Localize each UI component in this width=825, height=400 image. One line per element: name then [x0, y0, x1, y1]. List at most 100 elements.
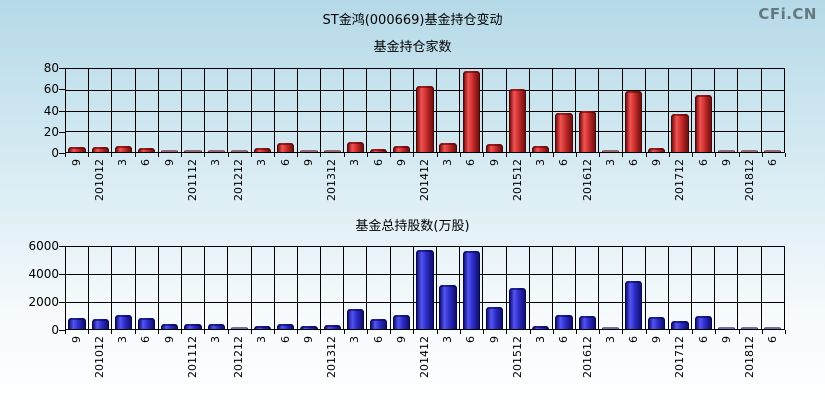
- x-tick-label: 201412: [418, 159, 431, 201]
- cfi-watermark: CFi.CN: [758, 5, 817, 23]
- x-tick-label: 201112: [185, 159, 199, 201]
- y-tick-label: 60: [43, 82, 59, 97]
- grid-cell: [89, 69, 113, 152]
- grid-cell: [344, 247, 368, 329]
- x-tick-label: 201812: [743, 159, 757, 201]
- x-tick: [761, 153, 763, 157]
- grid-cell: [159, 247, 182, 329]
- bar: [91, 319, 109, 329]
- grid-cell: [89, 247, 113, 329]
- bar: [346, 141, 364, 152]
- bar: [462, 251, 480, 329]
- x-tick-label: 9: [394, 159, 408, 166]
- x-tick-label: 3: [116, 336, 130, 343]
- y-tick: [59, 68, 65, 69]
- x-tick: [227, 330, 229, 334]
- bar: [161, 149, 179, 152]
- grid-cell: [228, 247, 252, 329]
- x-tick: [645, 153, 647, 157]
- x-tick-label: 201812: [743, 336, 757, 378]
- bar: [207, 150, 225, 152]
- bar: [300, 325, 318, 329]
- bar: [138, 318, 156, 329]
- bar: [694, 94, 712, 152]
- x-tick-label: 9: [719, 336, 733, 343]
- x-tick-label: 6: [371, 336, 385, 343]
- x-tick: [181, 153, 183, 157]
- bar: [253, 147, 272, 152]
- bar: [694, 316, 712, 329]
- y-tick-label: 40: [43, 103, 59, 118]
- x-tick-label: 201512: [510, 159, 524, 201]
- x-tick: [459, 153, 461, 157]
- x-tick: [785, 153, 786, 157]
- x-tick: [65, 153, 66, 157]
- x-tick: [483, 330, 485, 334]
- x-tick-label: 201012: [92, 336, 106, 378]
- grid-cell: [483, 69, 507, 152]
- bar: [114, 315, 133, 329]
- x-tick: [366, 330, 368, 334]
- x-tick-label: 6: [139, 336, 153, 343]
- x-tick-label: 9: [650, 336, 664, 343]
- x-tick-label: 6: [557, 159, 571, 166]
- bar: [624, 90, 643, 152]
- x-tick: [88, 330, 90, 334]
- y-tick-label: 0: [51, 146, 59, 160]
- grid-cell: [623, 247, 646, 329]
- bar: [369, 148, 388, 152]
- grid-cell: [298, 69, 322, 152]
- bar: [532, 145, 550, 152]
- x-tick-label: 201612: [580, 159, 594, 201]
- x-tick-label: 201712: [673, 336, 687, 378]
- x-tick: [552, 330, 554, 334]
- bar: [485, 307, 504, 329]
- grid-cell: [205, 69, 229, 152]
- x-tick: [668, 330, 670, 334]
- x-tick-label: 3: [534, 336, 548, 343]
- bar: [300, 149, 318, 152]
- x-tick: [157, 153, 159, 157]
- grid-cell: [483, 247, 507, 329]
- page-title: ST金鸿(000669)基金持仓变动: [322, 13, 503, 28]
- x-tick: [506, 330, 508, 334]
- grid-cell: [646, 247, 669, 329]
- bar: [509, 288, 527, 329]
- x-tick: [413, 330, 415, 334]
- grid-cell: [391, 247, 414, 329]
- grid-cell: [762, 247, 784, 329]
- grid-cell: [553, 247, 577, 329]
- bar: [323, 149, 341, 152]
- x-tick: [390, 153, 392, 157]
- x-tick: [529, 153, 531, 157]
- bar: [764, 327, 782, 329]
- grid-cell: [507, 69, 530, 152]
- grid-cell: [762, 69, 784, 152]
- y-tick: [59, 132, 65, 133]
- grid-cell: [159, 69, 182, 152]
- x-tick: [785, 330, 786, 334]
- bar: [91, 146, 109, 152]
- grid-cell: [321, 69, 345, 152]
- x-tick: [227, 153, 229, 157]
- x-tick-label: 3: [116, 159, 130, 166]
- x-tick: [715, 153, 717, 157]
- x-tick-label: 6: [766, 336, 780, 343]
- x-tick-label: 6: [557, 336, 571, 343]
- x-tick-label: 3: [208, 336, 222, 343]
- bar: [555, 315, 573, 329]
- x-tick-label: 9: [394, 336, 408, 343]
- grid-cell: [275, 69, 298, 152]
- x-tick: [204, 153, 206, 157]
- bar-cells: [66, 247, 784, 329]
- grid-cell: [414, 69, 437, 152]
- grid-cell: [437, 247, 461, 329]
- bar: [346, 308, 364, 329]
- x-tick: [65, 330, 66, 334]
- grid-cell: [460, 247, 484, 329]
- grid-cell: [367, 69, 391, 152]
- x-tick-label: 3: [441, 159, 455, 166]
- x-tick: [738, 330, 740, 334]
- y-tick-label: 80: [43, 61, 59, 75]
- grid-cell: [112, 69, 136, 152]
